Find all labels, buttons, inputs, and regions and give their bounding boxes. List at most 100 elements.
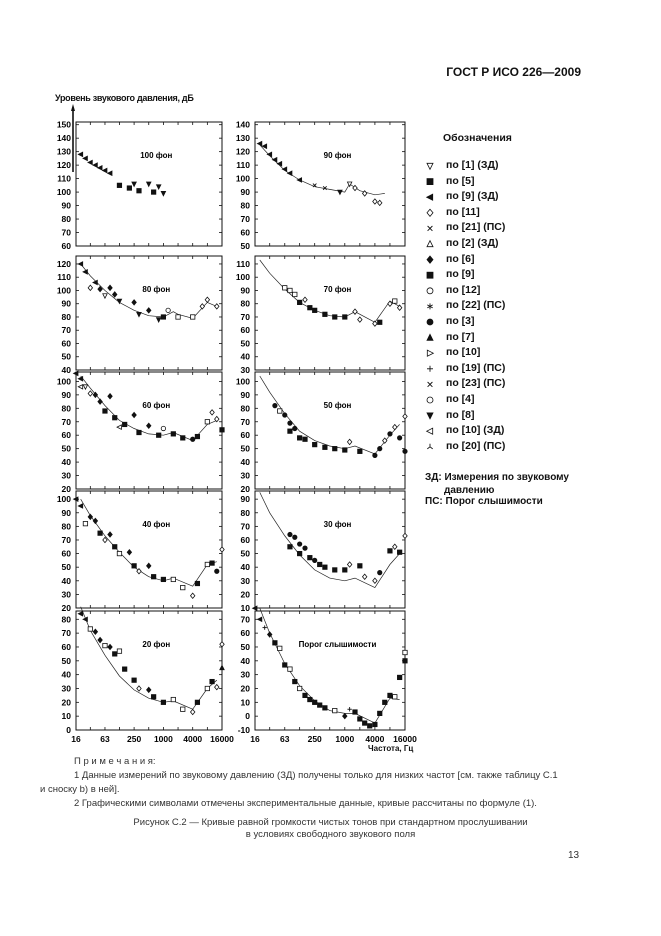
data-point-dia [146,422,152,430]
marker-shape [131,563,137,569]
data-point-sq [322,705,328,711]
marker-shape [256,140,263,147]
y-tick-label: 140 [236,120,250,130]
marker-shape [287,666,293,672]
data-point-dia [92,628,99,636]
data-point-sq [312,699,318,705]
data-point-sq [312,442,318,448]
legend-item-label: по [20] (ПС) [446,439,506,452]
data-point-sq [287,544,293,550]
data-point-tri [219,664,225,671]
marker-shape [116,648,123,654]
data-point-ltri [256,616,263,623]
data-point-dtri [426,412,434,420]
data-point-circ [282,412,288,418]
marker-shape [116,298,123,305]
marker-shape [372,721,378,728]
marker-shape [426,333,434,341]
marker-shape [112,415,118,421]
panel-9: 0 10 20 30 40 50 60 70 80 20 фон [62,606,225,735]
marker-shape [426,271,434,279]
y-tick-label: 140 [57,133,71,143]
marker-shape [277,645,283,651]
panel-label: Порог слышимости [299,640,377,649]
marker-shape [77,261,84,267]
data-point-osq [82,521,89,527]
marker-shape [146,562,152,570]
legend-item-label: по [10] [446,346,481,359]
marker-shape [97,398,103,405]
marker-shape [97,636,103,644]
data-point-sq [194,580,201,587]
data-point-odia [372,198,378,205]
y-tick-label: 70 [241,521,251,531]
legend-abbr-ps: ПС: Порог слышимости [425,496,543,507]
data-point-odia [214,303,220,310]
data-point-sq [112,651,118,657]
y-tick-label: 70 [241,312,251,322]
y-tick-label: 90 [62,390,72,400]
calculated-curve [259,259,400,323]
marker-shape [204,296,211,304]
marker-shape [361,190,368,197]
marker-shape [342,314,348,320]
marker-shape [361,573,368,580]
data-point-osq [175,314,181,320]
data-point-dia [97,398,103,405]
marker-shape [82,269,88,275]
data-point-odia [209,409,215,416]
data-point-osq [392,694,398,700]
marker-shape [131,677,137,683]
data-point-osq [332,708,338,714]
data-point-odia [402,532,408,540]
marker-shape [337,189,343,196]
data-point-dtri [155,317,162,323]
x-tick-label: 250 [127,734,141,744]
marker-shape [322,444,328,450]
data-point-circ [377,570,383,576]
y-tick-label: 60 [241,628,251,638]
panel-label: 40 фон [142,520,170,529]
legend-item-label: по [11] [446,205,480,218]
y-tick-label: 70 [62,228,72,238]
data-point-dia [112,291,118,298]
calculated-curve [80,606,218,710]
data-point-dia [107,643,113,651]
calculated-curve [259,144,385,196]
panel-8: 10 20 30 40 50 60 70 80 90 30 фон [241,490,408,613]
data-point-odia [87,284,94,292]
marker-shape [357,563,363,569]
y-tick-label: 20 [62,697,72,707]
marker-shape [377,570,383,576]
y-tick-label: 20 [241,589,251,599]
data-point-sq [131,677,137,683]
data-point-sq [387,548,393,554]
marker-shape [296,177,303,183]
data-point-sq [307,305,313,311]
marker-shape [219,664,225,671]
data-point-odia [214,683,220,691]
y-tick-label: 50 [241,338,251,348]
x-tick-label: 63 [100,734,110,744]
data-point-odtri [82,384,89,391]
data-point-circ [287,531,293,538]
marker-shape [397,435,403,441]
marker-shape [214,303,220,310]
marker-shape [131,181,137,188]
data-point-oltri [425,427,434,435]
panel-frame [254,121,406,247]
y-tick-label: 90 [62,201,72,211]
data-point-sq [387,692,393,699]
marker-shape [352,184,358,192]
marker-shape [194,580,201,587]
marker-shape [214,568,220,574]
legend-item-label: по [8] [446,408,475,421]
y-tick-label: 40 [241,562,251,572]
data-point-ltri [82,269,88,275]
data-point-dia [126,548,133,556]
data-point-sq [170,431,176,437]
y-tick-label: 30 [62,683,72,693]
data-point-dtri [116,298,123,305]
data-point-sq [194,699,201,705]
y-tick-label: 100 [236,272,250,282]
